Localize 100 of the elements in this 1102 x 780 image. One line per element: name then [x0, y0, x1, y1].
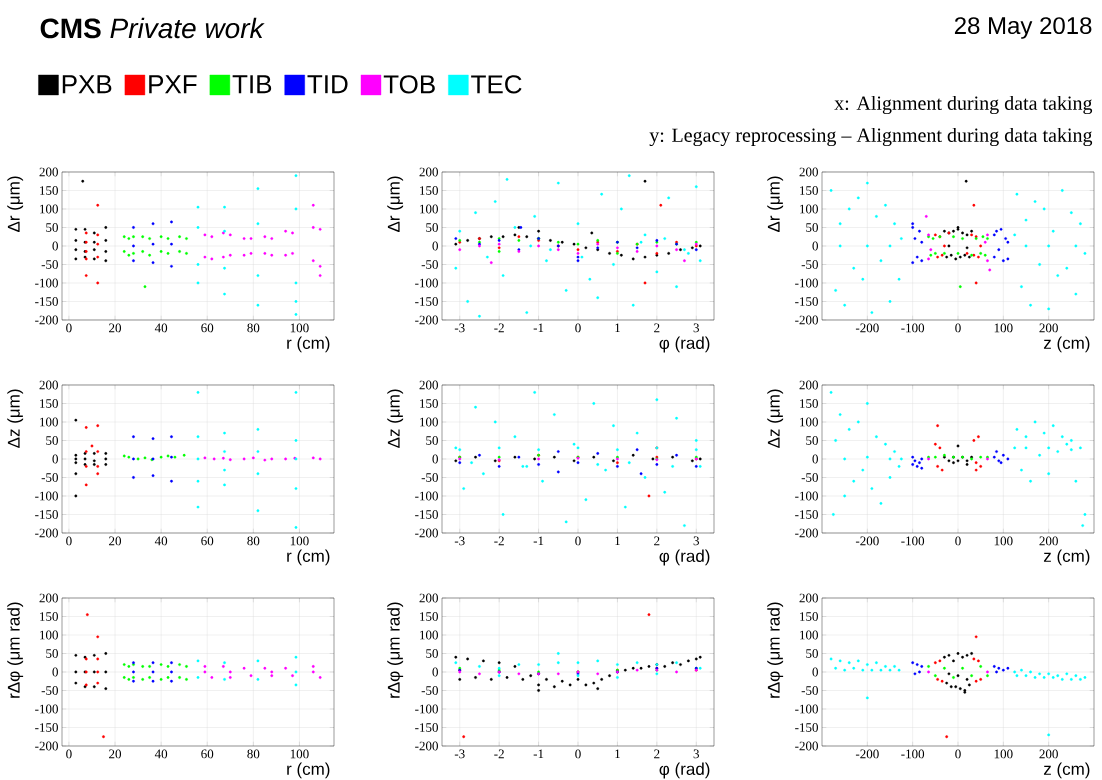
- x-tick-label: 3: [693, 536, 700, 546]
- y-tick-label: 200: [39, 380, 58, 390]
- y-axis-title: Δr (μm): [7, 176, 24, 233]
- x-tick-label: -3: [454, 536, 465, 546]
- x-tick-label: -1: [533, 536, 544, 546]
- x-axis-title: r (cm): [287, 549, 330, 566]
- x-tick-label: -2: [494, 536, 504, 546]
- y-tick-label: 100: [420, 417, 438, 427]
- y-tick-label: -50: [801, 686, 818, 695]
- y-tick-label: 200: [799, 167, 818, 177]
- y-tick-label: -150: [795, 723, 818, 732]
- y-tick-label: 150: [40, 612, 58, 621]
- y-tick-label: 150: [420, 399, 438, 408]
- legend-label: TIB: [232, 75, 272, 94]
- y-tick-label: 100: [420, 204, 438, 214]
- y-tick-label: 0: [812, 454, 818, 464]
- x-tick-label: 3: [693, 323, 700, 333]
- y-tick-label: -200: [415, 315, 438, 325]
- y-axis-title: Δz (μm): [767, 389, 784, 448]
- y-tick-label: 50: [46, 223, 58, 232]
- y-tick-label: -100: [795, 278, 818, 288]
- y-tick-label: 50: [806, 649, 818, 658]
- x-tick-label: -100: [901, 536, 925, 546]
- x-tick-label: 80: [247, 536, 260, 546]
- y-tick-label: 200: [419, 167, 438, 177]
- x-tick-label: 0: [66, 323, 72, 333]
- x-tick-label: 100: [994, 749, 1013, 759]
- y-tick-label: -150: [795, 510, 818, 519]
- y-axis-title: rΔφ (μm rad): [7, 602, 24, 698]
- y-axis-title: rΔφ (μm rad): [387, 602, 404, 698]
- y-tick-label: -200: [35, 315, 58, 325]
- x-tick-label: 200: [1039, 749, 1058, 759]
- y-tick-label: -50: [421, 260, 438, 269]
- x-tick-label: 100: [290, 749, 309, 759]
- y-tick-label: -150: [35, 297, 58, 306]
- y-tick-label: -150: [415, 723, 438, 732]
- y-tick-label: 50: [426, 223, 438, 232]
- x-tick-label: 20: [109, 323, 122, 333]
- x-tick-label: -100: [901, 749, 925, 759]
- x-tick-label: 0: [955, 749, 961, 759]
- x-tick-label: 100: [290, 536, 309, 546]
- x-tick-label: 100: [994, 323, 1013, 333]
- y-tick-label: -50: [421, 686, 438, 695]
- x-tick-label: 60: [201, 323, 214, 333]
- y-tick-label: 100: [40, 204, 58, 214]
- x-axis-title: φ (rad): [659, 549, 710, 566]
- legend-label: TOB: [383, 75, 435, 94]
- y-tick-label: -100: [415, 491, 438, 501]
- y-tick-label: -100: [795, 491, 818, 501]
- legend-label: TID: [307, 75, 348, 94]
- x-tick-label: -200: [855, 749, 879, 759]
- y-tick-label: -150: [35, 723, 58, 732]
- x-axis-title: r (cm): [287, 336, 330, 353]
- x-tick-label: 0: [955, 323, 961, 333]
- text: y: Legacy reprocessing – Alignment during data taking: [649, 127, 1093, 147]
- y-axis-title: rΔφ (μm rad): [767, 602, 784, 698]
- y-tick-label: 50: [806, 223, 818, 232]
- y-tick-label: -200: [795, 741, 818, 751]
- y-tick-label: 150: [40, 399, 58, 408]
- y-tick-label: 100: [40, 417, 58, 427]
- y-tick-label: 100: [800, 204, 818, 214]
- y-axis-title: Δz (μm): [7, 389, 24, 448]
- y-tick-label: 50: [46, 649, 58, 658]
- y-axis-title: Δr (μm): [387, 176, 404, 233]
- y-tick-label: 150: [40, 186, 58, 195]
- x-tick-label: 1: [615, 536, 620, 546]
- y-tick-label: -50: [41, 686, 58, 695]
- x-tick-label: 1: [615, 749, 620, 759]
- y-tick-label: 150: [800, 612, 818, 621]
- y-tick-label: 0: [52, 454, 58, 464]
- x-tick-label: 0: [66, 749, 72, 759]
- y-tick-label: -100: [415, 704, 438, 714]
- x-tick-label: -100: [901, 323, 925, 333]
- x-tick-label: 60: [201, 749, 214, 759]
- y-tick-label: 150: [800, 186, 818, 195]
- y-tick-label: 100: [420, 630, 438, 640]
- y-tick-label: 200: [419, 380, 438, 390]
- x-tick-label: 40: [154, 749, 168, 759]
- y-tick-label: 200: [799, 380, 818, 390]
- x-tick-label: 80: [247, 749, 260, 759]
- legend-label: PXF: [149, 75, 197, 94]
- y-tick-label: 0: [812, 667, 818, 677]
- x-axis-title: r (cm): [287, 762, 330, 779]
- y-tick-label: 50: [806, 436, 818, 445]
- x-tick-label: -200: [855, 323, 879, 333]
- x-axis-title: z (cm): [1043, 549, 1090, 566]
- y-tick-label: 0: [432, 667, 438, 677]
- chart-subtitle: 28 May 2018: [954, 17, 1092, 39]
- y-tick-label: 150: [420, 612, 438, 621]
- y-tick-label: -150: [415, 297, 438, 306]
- y-tick-label: 150: [420, 186, 438, 195]
- x-tick-label: 1: [615, 323, 620, 333]
- y-tick-label: -200: [35, 741, 58, 751]
- x-tick-label: -3: [454, 749, 465, 759]
- x-tick-label: -2: [494, 749, 504, 759]
- x-tick-label: 200: [1039, 536, 1058, 546]
- y-tick-label: -200: [795, 528, 818, 538]
- y-tick-label: 200: [39, 167, 58, 177]
- x-tick-label: 20: [109, 749, 122, 759]
- x-tick-label: 0: [575, 536, 581, 546]
